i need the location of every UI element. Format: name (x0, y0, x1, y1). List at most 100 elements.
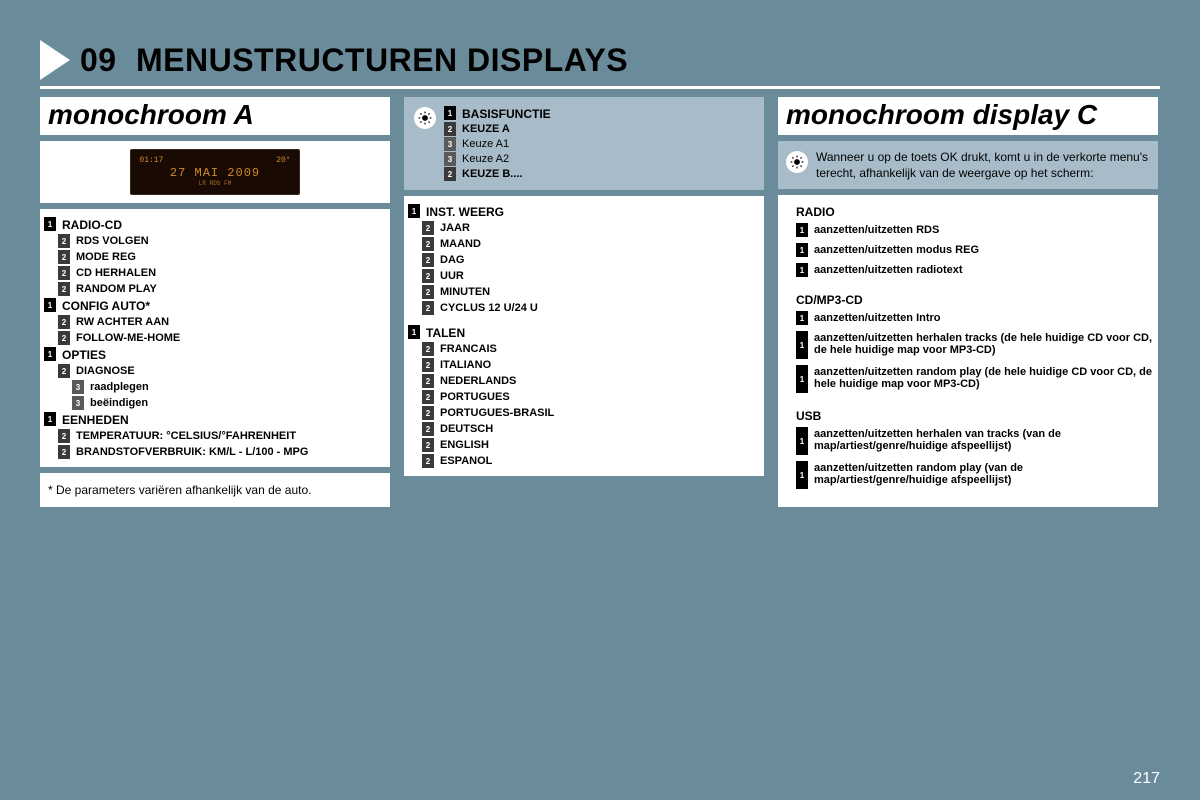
menu-item: 3Keuze A2 (444, 152, 551, 166)
menu-item: 3Keuze A1 (444, 137, 551, 151)
legend-items: 1 BASISFUNCTIE2KEUZE A3Keuze A13Keuze A22… (444, 105, 551, 182)
menu-item: 2UUR (422, 269, 760, 283)
menu-item: 2 MINUTEN (422, 285, 760, 299)
menu-item: 2RW ACHTER AAN (58, 315, 386, 329)
menu-item-label: CONFIG AUTO* (62, 298, 150, 313)
level-badge: 1 (408, 325, 420, 339)
level-badge: 2 (422, 390, 434, 404)
menu-item: 1aanzetten/uitzetten random play (de hel… (796, 365, 1154, 393)
info-text: Wanneer u op de toets OK drukt, komt u i… (816, 149, 1150, 181)
level-badge: 2 (422, 438, 434, 452)
level-badge: 2 (422, 374, 434, 388)
menu-item-label: BRANDSTOFVERBRUIK: KM/L - L/100 - MPG (76, 445, 308, 458)
menu-item: 2KEUZE A (444, 122, 551, 136)
level-badge: 2 (58, 429, 70, 443)
level-badge: 2 (422, 454, 434, 468)
heading-triangle-icon (40, 40, 70, 80)
column-c-menu-pane: RADIO1aanzetten/uitzetten RDS1aanzetten/… (778, 195, 1158, 507)
menu-item-label: beëindigen (90, 396, 148, 409)
menu-item-label: aanzetten/uitzetten random play (de hele… (814, 365, 1154, 390)
section-heading: USB (796, 409, 1154, 423)
display-date: 27 MAI 2009 (170, 166, 260, 180)
menu-item: 2ITALIANO (422, 358, 760, 372)
column-b-menu-pane: 1INST. WEERG2JAAR2MAAND2DAG2UUR2MINUTEN2… (404, 196, 764, 476)
menu-item: 2 FOLLOW-ME-HOME (58, 331, 386, 345)
menu-item-label: FOLLOW-ME-HOME (76, 331, 180, 344)
menu-item: 2RDS VOLGEN (58, 234, 386, 248)
level-badge: 1 (408, 204, 420, 218)
display-box: 01:17 20° 27 MAI 2009 LR RDS FM (40, 141, 390, 203)
menu-item: 2NEDERLANDS (422, 374, 760, 388)
menu-item: 2PORTUGUES-BRASIL (422, 406, 760, 420)
menu-item: 1RADIO-CD (44, 217, 386, 232)
lightbulb-icon (786, 151, 808, 173)
heading-number: 09 (80, 42, 117, 78)
level-badge: 1 (796, 223, 808, 237)
menu-item-label: TEMPERATUUR: °CELSIUS/°FAHRENHEIT (76, 429, 296, 442)
level-badge: 2 (422, 342, 434, 356)
display-time: 01:17 (139, 156, 163, 166)
level-badge: 1 (796, 311, 808, 325)
menu-item-label: aanzetten/uitzetten random play (van de … (814, 461, 1154, 486)
level-badge: 2 (58, 266, 70, 280)
spacer (408, 317, 760, 323)
menu-item: 1aanzetten/uitzetten Intro (796, 311, 1154, 325)
menu-item-label: ENGLISH (440, 438, 489, 451)
level-badge: 2 (444, 167, 456, 181)
column-b: 1BASISFUNCTIE2KEUZE A3Keuze A13Keuze A22… (404, 97, 764, 507)
level-badge: 2 (422, 221, 434, 235)
menu-item: 1OPTIES (44, 347, 386, 362)
column-c-title: monochroom display C (778, 97, 1158, 135)
menu-item-label: MINUTEN (440, 285, 490, 298)
menu-item: 2 ENGLISH (422, 438, 760, 452)
page-root: 09 MENUSTRUCTUREN DISPLAYS monochroom A … (40, 40, 1160, 507)
menu-item-label: RW ACHTER AAN (76, 315, 169, 328)
level-badge: 3 (72, 380, 84, 394)
level-badge: 2 (422, 422, 434, 436)
level-badge: 2 (422, 358, 434, 372)
level-badge: 2 (58, 331, 70, 345)
menu-item: 2 ESPANOL (422, 454, 760, 468)
level-badge: 1 (796, 263, 808, 277)
level-badge: 3 (72, 396, 84, 410)
heading-title: MENUSTRUCTUREN DISPLAYS (136, 42, 628, 78)
level-badge: 1 (796, 243, 808, 257)
menu-item: 2 TEMPERATUUR: °CELSIUS/°FAHRENHEIT (58, 429, 386, 443)
menu-item: 3raadplegen (72, 380, 386, 394)
menu-item-label: aanzetten/uitzetten herhalen van tracks … (814, 427, 1154, 452)
info-box: Wanneer u op de toets OK drukt, komt u i… (778, 141, 1158, 189)
menu-item-label: aanzetten/uitzetten modus REG (814, 243, 979, 256)
menu-item: 2CD HERHALEN (58, 266, 386, 280)
menu-item-label: ESPANOL (440, 454, 492, 467)
monochrome-display: 01:17 20° 27 MAI 2009 LR RDS FM (130, 149, 300, 195)
level-badge: 1 (44, 217, 56, 231)
menu-item: 1 aanzetten/uitzetten modus REG (796, 243, 1154, 257)
menu-item: 2CYCLUS 12 U/24 U (422, 301, 760, 315)
menu-item: 2MAAND (422, 237, 760, 251)
legend-box: 1 BASISFUNCTIE2KEUZE A3Keuze A13Keuze A22… (404, 97, 764, 190)
level-badge: 1 (44, 412, 56, 426)
menu-item-label: TALEN (426, 325, 465, 340)
menu-item: 2DAG (422, 253, 760, 267)
level-badge: 2 (422, 285, 434, 299)
menu-item-label: aanzetten/uitzetten herhalen tracks (de … (814, 331, 1154, 356)
menu-item: 1aanzetten/uitzetten herhalen van tracks… (796, 427, 1154, 455)
menu-item-label: BASISFUNCTIE (462, 106, 551, 121)
menu-item: 1CONFIG AUTO* (44, 298, 386, 313)
menu-item-label: DAG (440, 253, 464, 266)
menu-item-label: OPTIES (62, 347, 106, 362)
level-badge: 1 (444, 106, 456, 120)
menu-item-label: KEUZE B.... (462, 167, 523, 180)
level-badge: 1 (796, 365, 808, 393)
menu-item: 2RANDOM PLAY (58, 282, 386, 296)
menu-item-label: DIAGNOSE (76, 364, 135, 377)
level-badge: 3 (444, 152, 456, 166)
menu-item: 3 beëindigen (72, 396, 386, 410)
level-badge: 2 (58, 364, 70, 378)
column-a-menu-pane: 1RADIO-CD2RDS VOLGEN2MODE REG2CD HERHALE… (40, 209, 390, 467)
level-badge: 2 (422, 406, 434, 420)
menu-item-label: aanzetten/uitzetten radiotext (814, 263, 963, 276)
menu-item: 2PORTUGUES (422, 390, 760, 404)
display-temp: 20° (276, 156, 290, 166)
menu-item: 1 TALEN (408, 325, 760, 340)
